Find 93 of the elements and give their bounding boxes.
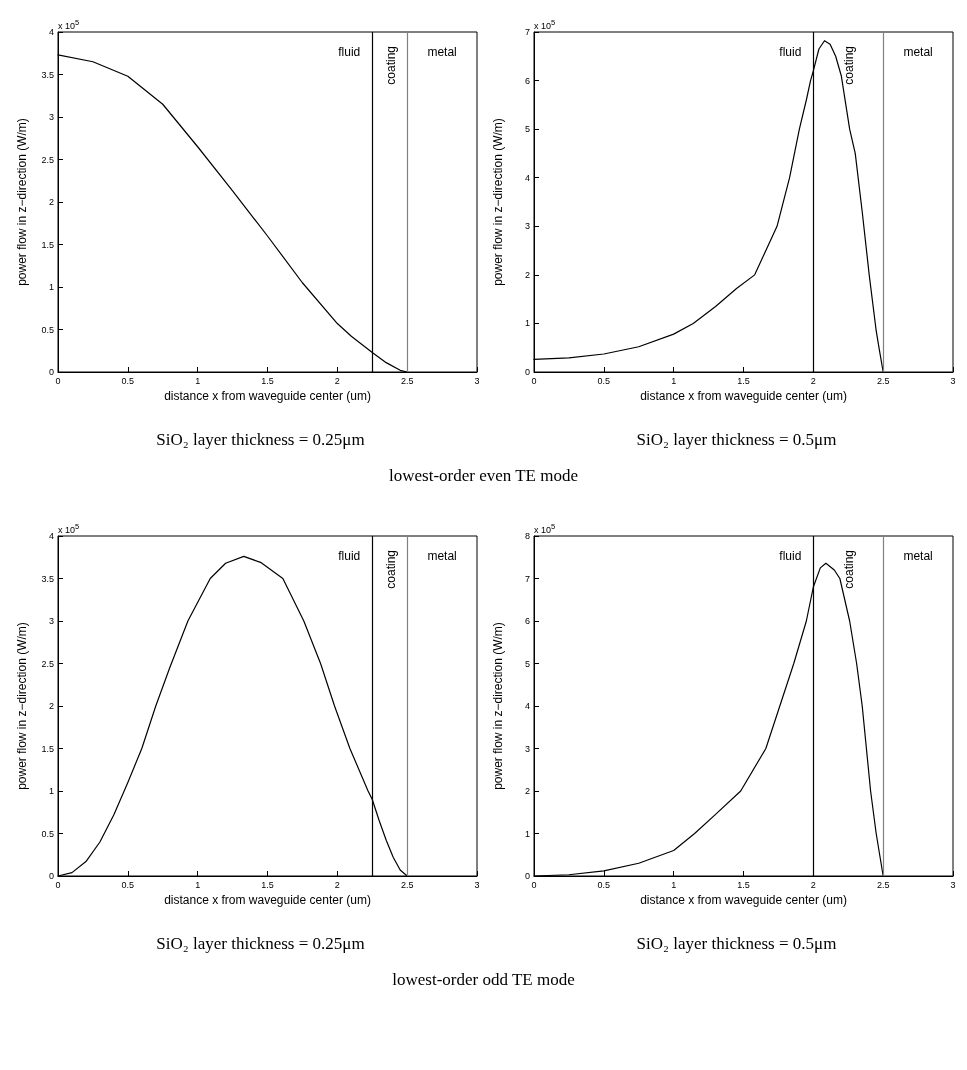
- x-axis-title: distance x from waveguide center (um): [640, 892, 847, 907]
- x-tick-label: 1.5: [261, 375, 274, 386]
- y-tick-label: 7: [524, 27, 530, 37]
- text: SiO₂ layer thickness = 0.5μm: [635, 934, 838, 954]
- y-tick-label: 3: [524, 221, 530, 232]
- x-tick-label: 0.5: [121, 879, 135, 890]
- annotation: fluid: [338, 45, 361, 59]
- y-tick-label: 1.5: [41, 743, 54, 754]
- y-tick-label: 1: [48, 282, 54, 292]
- y-tick-label: 2: [48, 197, 54, 207]
- text: lowest-order even TE mode: [388, 466, 579, 486]
- y-tick-label: 4: [48, 27, 54, 37]
- text: x 10$^{5}$: [534, 522, 556, 535]
- y-tick-label: 2.5: [41, 658, 54, 669]
- y-tick-label: 2: [524, 786, 530, 796]
- y-tick-label: 0: [48, 871, 54, 881]
- x-tick-label: 3: [950, 879, 956, 890]
- annotation: coating: [383, 46, 398, 85]
- x-tick-label: 1: [671, 879, 677, 890]
- y-tick-label: 0: [524, 871, 530, 881]
- x-tick-label: 0.5: [597, 879, 611, 890]
- x-tick-label: 1.5: [261, 879, 274, 890]
- text: SiO₂ layer thickness = 0.25μm: [155, 934, 366, 954]
- x-tick-label: 1.5: [737, 879, 750, 890]
- y-tick-label: 3.5: [41, 69, 54, 80]
- x-tick-label: 3: [474, 879, 480, 890]
- annotation: fluid: [779, 549, 802, 563]
- text: x 10$^{5}$: [58, 522, 80, 535]
- x-tick-label: 0: [531, 375, 537, 386]
- annotation: metal: [903, 549, 933, 563]
- x-tick-label: 2.5: [400, 879, 414, 890]
- y-axis-title: power flow in z−direction (W/m): [15, 622, 29, 790]
- annotation: metal: [903, 45, 933, 59]
- x-axis-title: distance x from waveguide center (um): [164, 892, 371, 907]
- y-tick-label: 1: [48, 786, 54, 796]
- text: SiO₂ layer thickness = 0.5μm: [635, 430, 838, 450]
- x-tick-label: 1: [195, 375, 201, 386]
- y-axis-title: power flow in z−direction (W/m): [491, 118, 505, 286]
- y-axis-title: power flow in z−direction (W/m): [491, 622, 505, 790]
- y-tick-label: 4: [48, 531, 54, 541]
- y-tick-label: 3: [48, 616, 54, 626]
- y-tick-label: 5: [524, 124, 530, 135]
- text: x 10$^{5}$: [58, 18, 80, 31]
- text: lowest-order odd TE mode: [391, 970, 576, 990]
- x-tick-label: 0: [531, 879, 537, 890]
- annotation: metal: [427, 45, 457, 59]
- y-tick-label: 1.5: [41, 239, 54, 250]
- y-tick-label: 2: [48, 701, 54, 711]
- y-tick-label: 7: [524, 573, 530, 584]
- x-tick-label: 0.5: [597, 375, 611, 386]
- x-tick-label: 0: [55, 375, 61, 386]
- x-tick-label: 2.5: [876, 375, 890, 386]
- y-tick-label: 5: [524, 658, 530, 669]
- x-tick-label: 2.5: [400, 375, 414, 386]
- x-tick-label: 1.5: [737, 375, 750, 386]
- x-tick-label: 1: [671, 375, 677, 386]
- y-tick-label: 6: [524, 75, 530, 86]
- annotation: fluid: [779, 45, 802, 59]
- x-tick-label: 1: [195, 879, 201, 890]
- annotation: coating: [842, 46, 857, 85]
- y-tick-label: 3: [48, 112, 54, 122]
- annotation: coating: [383, 550, 398, 589]
- y-tick-label: 1: [524, 318, 530, 329]
- y-tick-label: 4: [524, 701, 530, 711]
- x-tick-label: 2: [334, 879, 340, 890]
- y-tick-label: 0: [48, 367, 54, 377]
- annotation: fluid: [338, 549, 361, 563]
- x-tick-label: 2: [810, 375, 816, 386]
- x-tick-label: 0.5: [121, 375, 135, 386]
- y-tick-label: 0: [524, 367, 530, 377]
- x-axis-title: distance x from waveguide center (um): [164, 388, 371, 403]
- x-tick-label: 2: [334, 375, 340, 386]
- text: x 10$^{5}$: [534, 18, 556, 31]
- text: SiO₂ layer thickness = 0.25μm: [155, 430, 366, 450]
- x-tick-label: 2.5: [876, 879, 890, 890]
- annotation: metal: [427, 549, 457, 563]
- y-tick-label: 0.5: [41, 324, 54, 335]
- y-tick-label: 2: [524, 269, 530, 280]
- y-tick-label: 3.5: [41, 573, 54, 584]
- y-tick-label: 0.5: [41, 828, 54, 839]
- y-tick-label: 4: [524, 172, 530, 183]
- annotation: coating: [842, 550, 857, 589]
- x-axis-title: distance x from waveguide center (um): [640, 388, 847, 403]
- x-tick-label: 3: [474, 375, 480, 386]
- x-tick-label: 3: [950, 375, 956, 386]
- y-tick-label: 8: [524, 531, 530, 541]
- y-axis-title: power flow in z−direction (W/m): [15, 118, 29, 286]
- y-tick-label: 2.5: [41, 154, 54, 165]
- y-tick-label: 6: [524, 616, 530, 626]
- x-tick-label: 2: [810, 879, 816, 890]
- y-tick-label: 3: [524, 743, 530, 754]
- x-tick-label: 0: [55, 879, 61, 890]
- y-tick-label: 1: [524, 828, 530, 839]
